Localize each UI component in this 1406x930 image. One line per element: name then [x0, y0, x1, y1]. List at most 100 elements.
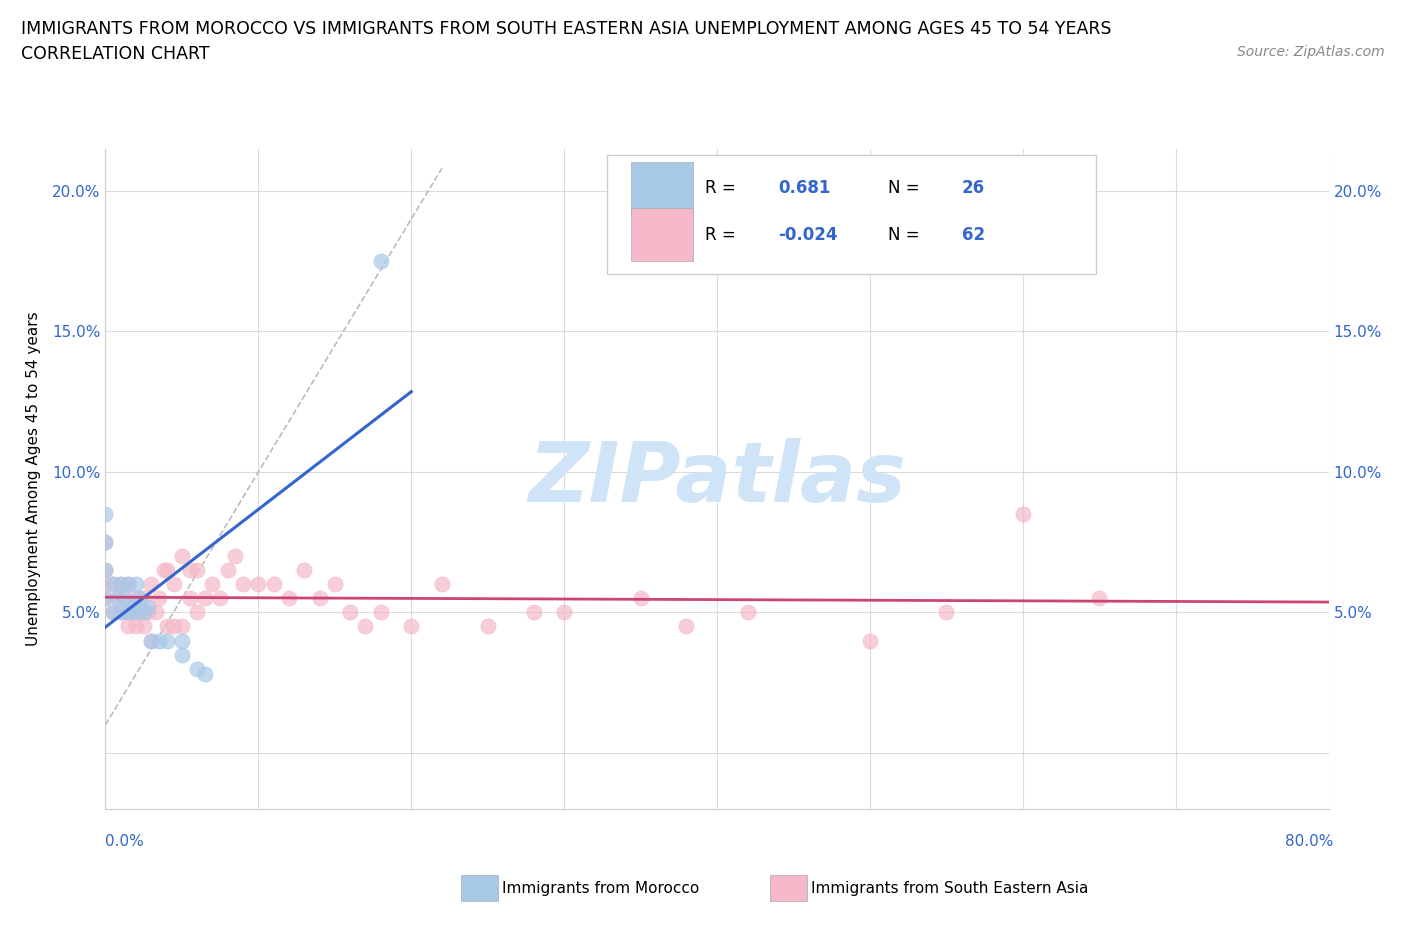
Text: 0.0%: 0.0%: [105, 834, 145, 849]
Point: [232, 577, 254, 591]
Point: [94, 563, 117, 578]
Text: -0.024: -0.024: [779, 226, 838, 244]
Point: [935, 605, 957, 620]
Point: [553, 605, 575, 620]
Point: [114, 591, 136, 605]
Point: [122, 599, 145, 614]
Point: [128, 605, 150, 620]
Point: [430, 577, 453, 591]
Text: CORRELATION CHART: CORRELATION CHART: [21, 45, 209, 62]
Point: [186, 563, 208, 578]
Point: [163, 619, 186, 634]
Point: [94, 563, 117, 578]
Point: [117, 605, 139, 620]
Point: [152, 563, 174, 578]
Y-axis label: Unemployment Among Ages 45 to 54 years: Unemployment Among Ages 45 to 54 years: [27, 312, 41, 646]
Text: 26: 26: [962, 179, 984, 197]
Point: [224, 549, 246, 564]
Point: [148, 633, 170, 648]
Point: [675, 619, 697, 634]
Point: [117, 577, 139, 591]
Point: [107, 591, 129, 605]
Point: [308, 591, 330, 605]
Point: [179, 563, 201, 578]
FancyBboxPatch shape: [607, 155, 1097, 274]
Point: [155, 633, 177, 648]
Point: [136, 599, 159, 614]
Point: [1088, 591, 1111, 605]
Point: [125, 591, 148, 605]
Point: [194, 591, 217, 605]
Point: [94, 535, 117, 550]
Point: [107, 591, 129, 605]
Point: [110, 577, 132, 591]
Point: [523, 605, 546, 620]
Point: [217, 563, 239, 578]
Point: [354, 619, 377, 634]
Point: [128, 591, 150, 605]
Point: [110, 577, 132, 591]
Text: ZIPatlas: ZIPatlas: [529, 438, 905, 520]
Point: [737, 605, 759, 620]
Point: [117, 577, 139, 591]
Point: [94, 591, 117, 605]
Point: [101, 605, 124, 620]
Point: [122, 605, 145, 620]
Point: [94, 507, 117, 522]
Point: [132, 591, 155, 605]
Point: [292, 563, 315, 578]
Point: [101, 605, 124, 620]
Point: [117, 619, 139, 634]
Text: 62: 62: [962, 226, 984, 244]
Point: [1011, 507, 1033, 522]
FancyBboxPatch shape: [631, 162, 693, 215]
Point: [125, 619, 148, 634]
Text: N =: N =: [889, 179, 925, 197]
Point: [179, 591, 201, 605]
Point: [201, 577, 224, 591]
Point: [112, 591, 135, 605]
Point: [194, 667, 217, 682]
Point: [163, 577, 186, 591]
Point: [132, 605, 155, 620]
Text: 80.0%: 80.0%: [1285, 834, 1333, 849]
Point: [186, 661, 208, 676]
Point: [630, 591, 652, 605]
Point: [247, 577, 270, 591]
Point: [94, 591, 117, 605]
Point: [101, 577, 124, 591]
Point: [132, 619, 155, 634]
Text: R =: R =: [704, 226, 741, 244]
Point: [370, 605, 392, 620]
Point: [125, 577, 148, 591]
Point: [170, 633, 193, 648]
Point: [370, 254, 392, 269]
Point: [401, 619, 423, 634]
Point: [477, 619, 499, 634]
Point: [117, 605, 139, 620]
Point: [155, 619, 177, 634]
Point: [323, 577, 346, 591]
Point: [141, 577, 163, 591]
Point: [148, 591, 170, 605]
Point: [94, 535, 117, 550]
Point: [110, 605, 132, 620]
Text: R =: R =: [704, 179, 741, 197]
FancyBboxPatch shape: [631, 208, 693, 261]
Point: [141, 633, 163, 648]
Text: Source: ZipAtlas.com: Source: ZipAtlas.com: [1237, 45, 1385, 59]
Text: Immigrants from Morocco: Immigrants from Morocco: [502, 881, 699, 896]
Point: [263, 577, 285, 591]
Point: [110, 605, 132, 620]
Point: [101, 577, 124, 591]
Point: [141, 633, 163, 648]
Text: Immigrants from South Eastern Asia: Immigrants from South Eastern Asia: [811, 881, 1088, 896]
Point: [145, 605, 167, 620]
Point: [136, 605, 159, 620]
Point: [186, 605, 208, 620]
Text: N =: N =: [889, 226, 925, 244]
Point: [859, 633, 882, 648]
Point: [339, 605, 361, 620]
Point: [209, 591, 232, 605]
Text: IMMIGRANTS FROM MOROCCO VS IMMIGRANTS FROM SOUTH EASTERN ASIA UNEMPLOYMENT AMONG: IMMIGRANTS FROM MOROCCO VS IMMIGRANTS FR…: [21, 20, 1112, 38]
